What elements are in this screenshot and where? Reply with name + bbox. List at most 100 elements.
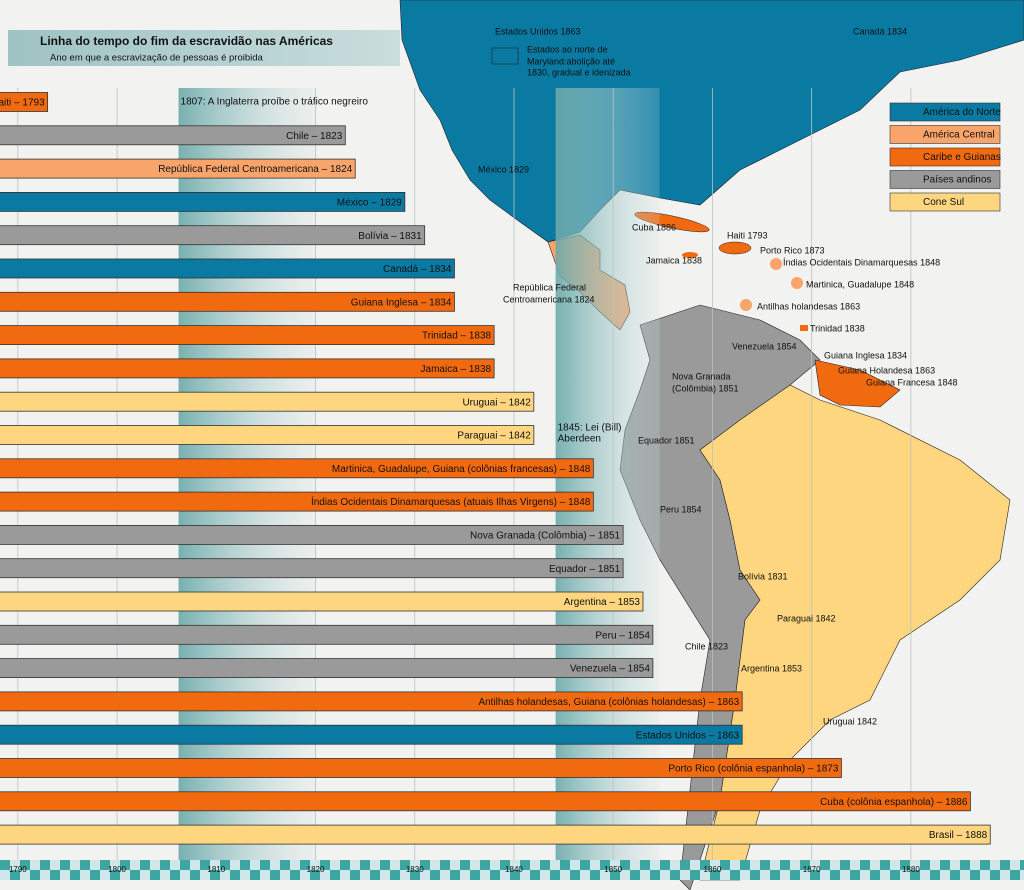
bar-label: Bolívia – 1831 <box>358 231 422 242</box>
legend-swatch <box>889 125 1001 144</box>
map-label: Jamaica 1838 <box>646 255 702 265</box>
chart-title: Linha do tempo do fim da escravidão nas … <box>40 34 333 48</box>
bar <box>0 158 356 179</box>
bar-label: Cuba (colônia espanhola) – 1886 <box>820 797 968 808</box>
x-tick-label: 1790 <box>9 865 27 874</box>
bar <box>0 391 535 412</box>
map-label: Antilhas holandesas 1863 <box>757 301 860 311</box>
map-label: Peru 1854 <box>660 504 702 514</box>
map-label: Estados ao norte de <box>527 44 608 54</box>
x-tick-label: 1810 <box>207 865 225 874</box>
bar <box>0 724 743 745</box>
x-tick-label: 1880 <box>902 865 920 874</box>
legend-swatch <box>889 192 1001 212</box>
map-label: (Colômbia) 1851 <box>672 383 739 393</box>
map-label: Porto Rico 1873 <box>760 245 825 255</box>
bar <box>0 425 535 445</box>
x-tick-label: 1860 <box>704 865 722 874</box>
bar <box>0 824 991 845</box>
map-label: Martinica, Guadalupe 1848 <box>806 279 914 289</box>
bar <box>0 92 49 112</box>
x-tick-label: 1850 <box>604 865 622 874</box>
bar-label: Brasil – 1888 <box>929 830 988 841</box>
map-label: Guiana Holandesa 1863 <box>838 365 935 375</box>
x-tick-label: 1870 <box>803 865 821 874</box>
legend-swatch <box>889 102 1001 122</box>
x-tick-label: 1800 <box>108 865 126 874</box>
bar <box>0 325 495 346</box>
map-labels: Estados Unidos 1863 Estados ao norte de Ma… <box>478 26 958 726</box>
bar <box>0 258 455 279</box>
bar <box>0 491 594 512</box>
bar-label: Peru – 1854 <box>595 630 650 641</box>
bar-label: República Federal Centroamericana – 1824 <box>158 164 352 175</box>
annotation: Aberdeen <box>558 434 601 445</box>
map-label: Guiana Inglesa 1834 <box>824 350 907 360</box>
legend-label: Países andinos <box>923 175 991 186</box>
map-label: Cuba 1886 <box>632 222 676 232</box>
bar-label: Chile – 1823 <box>286 131 343 142</box>
title-box <box>8 30 400 66</box>
legend: América do Norte América Central Caribe e … <box>889 102 1001 212</box>
map-label: Venezuela 1854 <box>732 341 797 351</box>
bar <box>0 624 654 645</box>
chart-subtitle: Ano em que a escravização de pessoas é p… <box>50 53 264 64</box>
map-label: Chile 1823 <box>685 641 728 651</box>
legend-label: América Central <box>923 130 995 141</box>
bar <box>0 591 644 612</box>
map-label: Paraguai 1842 <box>777 613 836 623</box>
annotation: 1807: A Inglaterra proíbe o tráfico negr… <box>181 97 369 108</box>
bar <box>0 291 455 312</box>
map-label: 1830, gradual e idenizada <box>527 67 631 77</box>
bars: Haiti – 1793 Chile – 1823 República Federa… <box>0 92 991 845</box>
map-label: Índias Ocidentais Dinamarquesas 1848 <box>783 257 940 267</box>
bar <box>0 125 346 146</box>
map-label: Uruguai 1842 <box>823 716 877 726</box>
legend-swatch <box>889 170 1001 189</box>
map-label: Haiti 1793 <box>727 230 768 240</box>
bar-label: Martinica, Guadalupe, Guiana (colônias f… <box>332 464 591 475</box>
bar-label: Antilhas holandesas, Guiana (colônias ho… <box>478 697 739 708</box>
bar-label: Argentina – 1853 <box>564 597 641 608</box>
annotation: 1845: Lei (Bill) <box>558 423 622 434</box>
map-label: Estados Unidos 1863 <box>495 26 581 36</box>
bar-label: Equador – 1851 <box>549 564 621 575</box>
bar-label: Índias Ocidentais Dinamarquesas (atuais … <box>311 495 591 508</box>
bar <box>0 225 426 246</box>
bar <box>0 758 842 778</box>
bar-label: Haiti – 1793 <box>0 98 45 109</box>
map-label: Canadá 1834 <box>853 26 907 36</box>
map-label: Argentina 1853 <box>741 663 802 673</box>
bar-label: Trinidad – 1838 <box>422 331 492 342</box>
map-label: Bolívia 1831 <box>738 571 788 581</box>
bar <box>0 191 406 212</box>
bar <box>0 558 624 579</box>
bar-label: Porto Rico (colônia espanhola) – 1873 <box>668 764 839 775</box>
map-label: Guiana Francesa 1848 <box>866 377 958 387</box>
bar <box>0 525 624 545</box>
map-label: Centroamericana 1824 <box>503 294 595 304</box>
bar-label: Venezuela – 1854 <box>570 664 651 675</box>
map-label: México 1829 <box>478 164 529 174</box>
map-label: Maryland:abolição até <box>527 56 615 66</box>
legend-label: Caribe e Guianas <box>923 152 1001 163</box>
x-tick-label: 1840 <box>505 865 523 874</box>
x-tick-label: 1820 <box>307 865 325 874</box>
bar-label: Jamaica – 1838 <box>421 364 492 375</box>
map-label: Equador 1851 <box>638 435 695 445</box>
bar <box>0 458 594 479</box>
x-tick-label: 1830 <box>406 865 424 874</box>
map-label: Nova Granada <box>672 371 731 381</box>
map-label: Trinidad 1838 <box>810 323 865 333</box>
bar-label: Guiana Inglesa – 1834 <box>351 297 452 308</box>
bar <box>0 658 654 678</box>
legend-label: América do Norte <box>923 107 1001 118</box>
bar <box>0 691 743 712</box>
x-axis: 1790 1800 1810 1820 1830 1840 1850 1860 1870 1880 <box>9 865 920 874</box>
bar-label: Canadá – 1834 <box>383 264 452 275</box>
bar-label: México – 1829 <box>337 198 402 209</box>
legend-label: Cone Sul <box>923 197 964 208</box>
bar-label: Estados Unidos – 1863 <box>636 730 740 741</box>
axis-strip <box>0 860 1024 880</box>
